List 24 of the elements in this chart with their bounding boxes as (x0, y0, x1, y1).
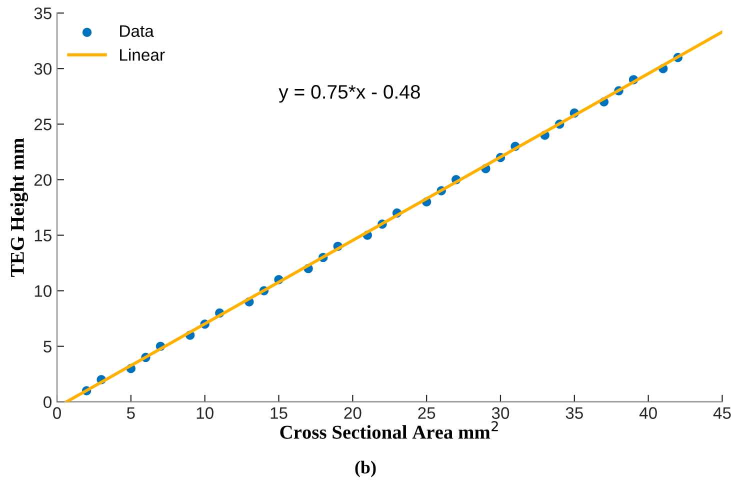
x-tick-label: 15 (270, 407, 288, 419)
x-axis-title: Cross Sectional Area mm$^{2}$ (280, 421, 498, 439)
text: (b) (355, 460, 376, 478)
y-tick-label: 20 (34, 174, 52, 186)
y-tick-label: 5 (44, 340, 52, 353)
y-tick-label: 15 (34, 230, 52, 242)
x-tick-label: 25 (418, 407, 436, 419)
x-tick-label: 20 (344, 407, 362, 419)
x-tick-label: 35 (566, 407, 583, 419)
annotation: y = 0.75*x - 0.48 (278, 85, 420, 103)
x-tick-label: 10 (196, 407, 214, 419)
y-axis-title: TEG Height mm (10, 138, 28, 277)
y-tick-label: 0 (44, 396, 52, 408)
x-tick-label: 5 (126, 407, 135, 419)
x-tick-label: 30 (492, 407, 510, 419)
x-tick-label: 40 (639, 407, 657, 419)
y-tick-label: 25 (34, 118, 52, 130)
y-tick-label: 35 (34, 7, 52, 20)
legend-label: Data (120, 25, 154, 37)
x-tick-label: 0 (53, 407, 61, 419)
legend-label: Linear (120, 48, 165, 61)
x-tick-label: 45 (713, 407, 731, 419)
y-tick-label: 10 (34, 285, 52, 297)
y-tick-label: 30 (34, 62, 52, 75)
